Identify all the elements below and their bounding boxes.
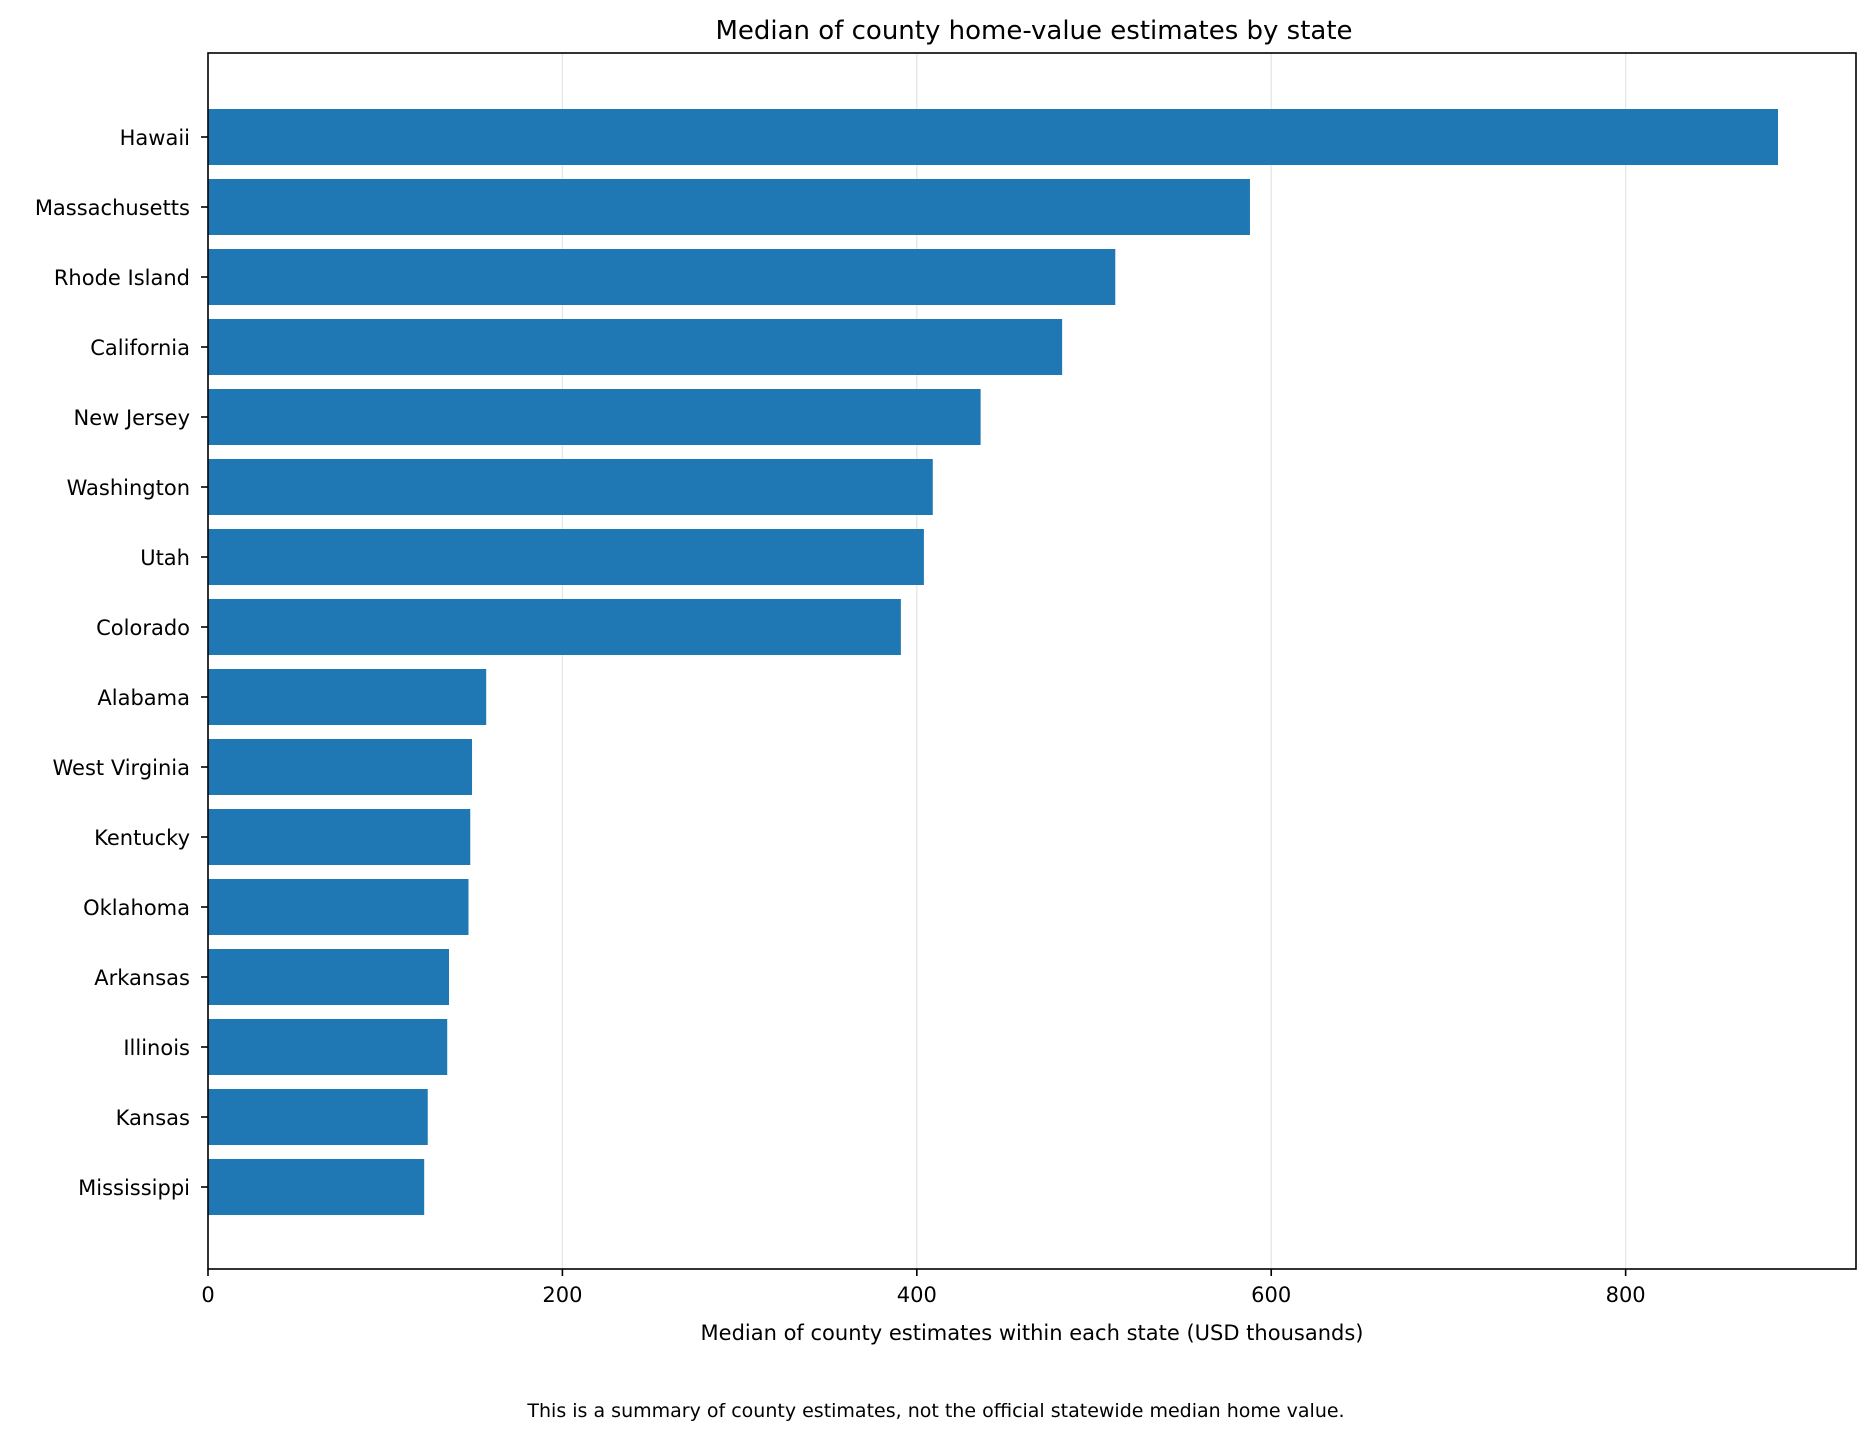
y-tick-label: Oklahoma — [83, 896, 190, 920]
x-axis-label: Median of county estimates within each s… — [701, 1321, 1364, 1345]
bar — [208, 1089, 428, 1145]
x-tick-label: 400 — [897, 1283, 937, 1307]
y-axis-ticks: Hawaii Massachusetts Rhode Island Californi… — [35, 126, 208, 1200]
y-tick-label: Kansas — [116, 1106, 190, 1130]
bar — [208, 1019, 448, 1075]
y-tick-label: New Jersey — [73, 406, 190, 430]
bar — [208, 319, 1063, 375]
bar — [208, 109, 1779, 165]
bar — [208, 529, 924, 585]
y-tick-label: Washington — [67, 476, 190, 500]
bar — [208, 669, 487, 725]
y-tick-label: Mississippi — [78, 1176, 190, 1200]
bar — [208, 739, 473, 795]
bar — [208, 249, 1116, 305]
y-tick-label: Rhode Island — [54, 266, 190, 290]
y-tick-label: West Virginia — [53, 756, 190, 780]
bar — [208, 949, 449, 1005]
y-tick-label: Kentucky — [94, 826, 190, 850]
bar — [208, 599, 901, 655]
plot-frame — [207, 52, 1857, 1270]
x-axis-ticks: 0 200 400 600 800 — [201, 1269, 1646, 1307]
y-tick-label: Alabama — [97, 686, 190, 710]
x-tick-label: 800 — [1606, 1283, 1646, 1307]
y-tick-label: Hawaii — [120, 126, 190, 150]
y-tick-label: Arkansas — [94, 966, 190, 990]
bar — [208, 179, 1250, 235]
y-tick-label: Colorado — [96, 616, 190, 640]
bar — [208, 1159, 425, 1215]
bars — [208, 109, 1779, 1215]
bar — [208, 459, 933, 515]
bar — [208, 809, 471, 865]
x-tick-label: 0 — [201, 1283, 214, 1307]
y-tick-label: Massachusetts — [35, 196, 190, 220]
x-tick-label: 600 — [1251, 1283, 1291, 1307]
bar — [208, 389, 981, 445]
chart-title: Median of county home-value estimates by… — [715, 16, 1352, 46]
y-tick-label: Illinois — [123, 1036, 190, 1060]
chart-footnote: This is a summary of county estimates, n… — [526, 1400, 1344, 1422]
y-tick-label: California — [90, 336, 190, 360]
bar — [208, 879, 469, 935]
x-tick-label: 200 — [542, 1283, 582, 1307]
gridlines — [561, 53, 1627, 1269]
y-tick-label: Utah — [140, 546, 190, 570]
